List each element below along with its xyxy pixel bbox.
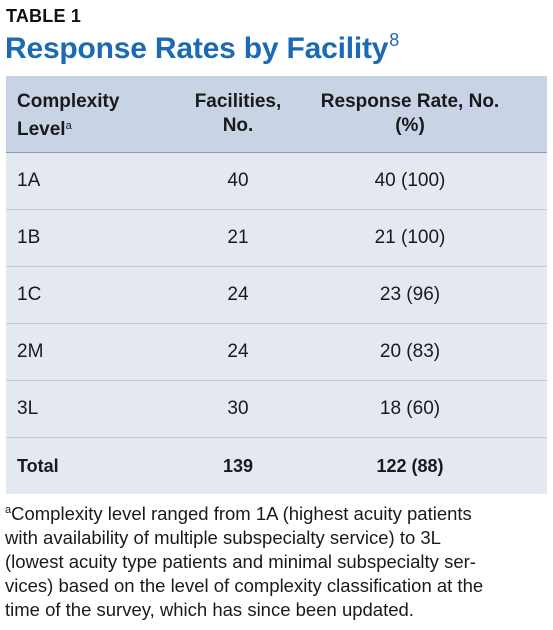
footnote-line: aComplexity level ranged from 1A (highes… [5,498,545,526]
header-facilities-line1: Facilities, [194,91,282,112]
footnote-line: (lowest acuity type patients and minimal… [5,551,476,572]
cell-facilities: 24 [227,284,249,305]
header-facilities: Facilities, No. [176,90,300,138]
header-facilities-line2: No. [222,115,254,136]
cell-facilities: 30 [227,398,249,419]
header-level-text: Level [17,119,66,140]
table-row: 1C 24 23 (96) [6,267,547,324]
response-rates-table: Complexity Levela Facilities, No. Respon… [6,76,547,494]
footnote-marker: a [5,504,12,516]
cell-total-response: 122 (88) [376,456,444,476]
cell-response: 40 (100) [374,170,446,191]
cell-total-facilities: 139 [222,456,254,476]
cell-level: 1B [17,227,41,248]
cell-response: 18 (60) [379,398,441,419]
table-total-row: Total 139 122 (88) [6,438,547,494]
table-header-row: Complexity Levela Facilities, No. Respon… [6,76,547,153]
table-footnote: aComplexity level ranged from 1A (highes… [5,498,545,622]
cell-facilities: 24 [227,341,249,362]
table-row: 3L 30 18 (60) [6,381,547,438]
cell-level: 3L [17,398,39,419]
cell-response: 21 (100) [374,227,446,248]
table-label: TABLE 1 [6,6,82,26]
header-response-line2: (%) [395,115,425,136]
header-footnote-marker: a [65,120,72,132]
cell-response: 23 (96) [379,284,441,305]
cell-level: 1A [17,170,41,191]
table-row: 1B 21 21 (100) [6,210,547,267]
cell-level: 1C [17,284,42,305]
cell-facilities: 40 [227,170,249,191]
footnote-line-text: Complexity level ranged from 1A (highest… [11,503,472,524]
cell-total-label: Total [17,456,59,476]
footnote-line: with availability of multiple subspecial… [5,527,441,548]
cell-facilities: 21 [227,227,249,248]
footnote-line: time of the survey, which has since been… [5,599,414,620]
title-text: Response Rates by Facility [5,32,389,65]
table-row: 2M 24 20 (83) [6,324,547,381]
header-complexity-line2: Levela [17,114,119,142]
header-response-line1: Response Rate, No. [320,91,500,112]
cell-response: 20 (83) [379,341,441,362]
table-title: Response Rates by Facility8 [5,30,399,66]
title-reference: 8 [389,30,400,50]
table-row: 1A 40 40 (100) [6,153,547,210]
header-complexity-level: Complexity Levela [17,90,119,142]
footnote-line: vices) based on the level of complexity … [5,575,484,596]
header-response-rate: Response Rate, No. (%) [300,90,520,138]
header-complexity-line1: Complexity [17,91,120,112]
cell-level: 2M [17,341,44,362]
